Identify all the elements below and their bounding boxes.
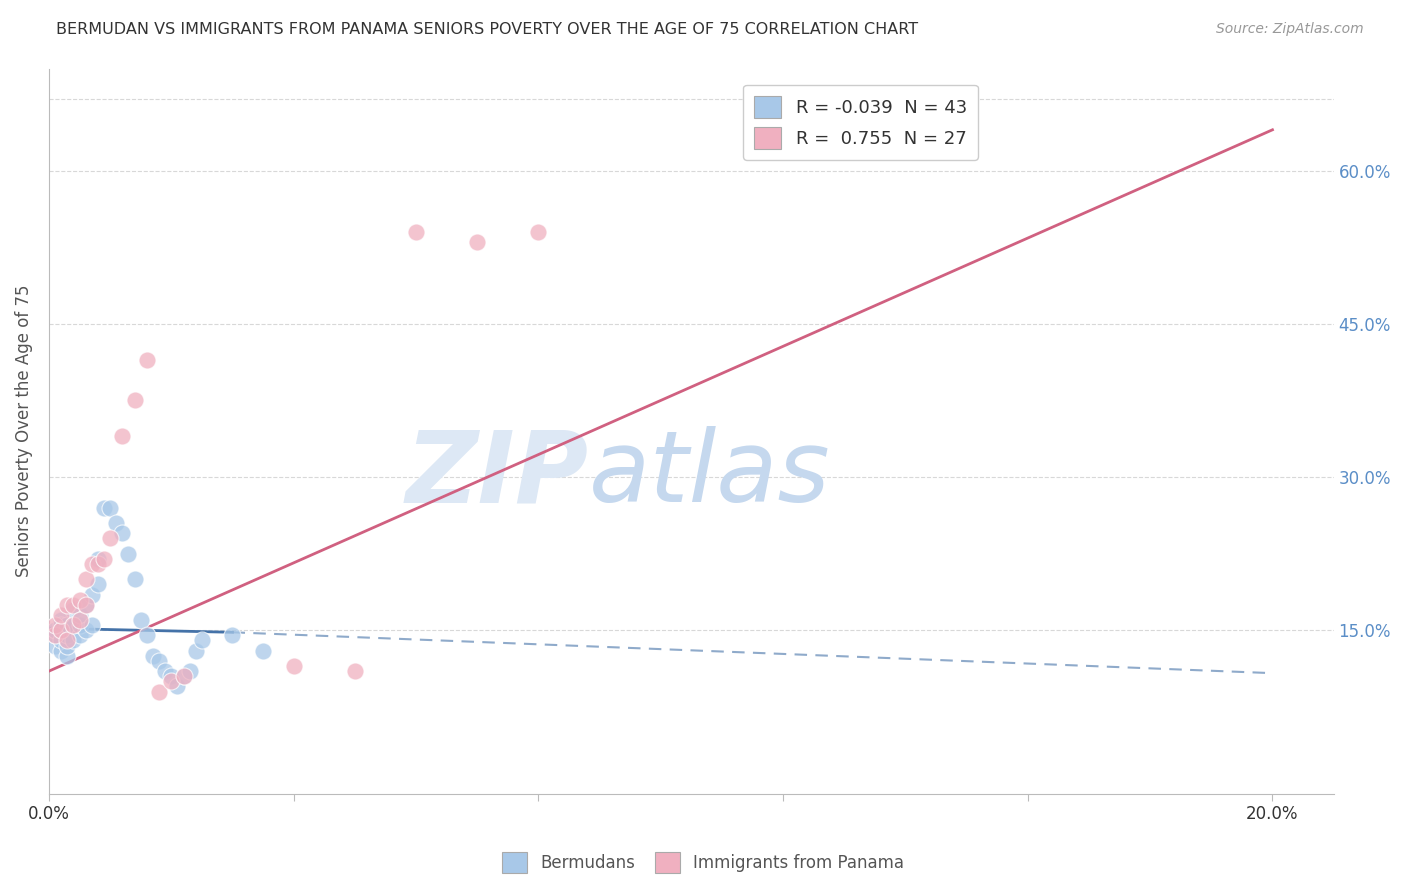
Point [56,618,79,632]
Point [148,654,170,668]
Point [129,613,152,627]
Point [465,235,488,249]
Point [44,628,66,642]
Point [124,393,146,408]
Point [80,618,103,632]
Point [527,225,550,239]
Text: ZIP: ZIP [405,426,589,523]
Point [173,669,195,683]
Point [44,639,66,653]
Point [69,607,91,622]
Legend: Bermudans, Immigrants from Panama: Bermudans, Immigrants from Panama [495,846,911,880]
Point [56,648,79,663]
Point [142,648,165,663]
Point [80,587,103,601]
Point [51,643,73,657]
Point [160,669,183,683]
Point [117,547,139,561]
Point [98,532,121,546]
Point [56,628,79,642]
Point [69,592,91,607]
Point [179,664,201,678]
Point [62,618,84,632]
Point [135,628,157,642]
Point [51,624,73,638]
Point [51,607,73,622]
Point [75,572,97,586]
Point [44,624,66,638]
Point [191,633,214,648]
Point [75,624,97,638]
Point [93,500,115,515]
Point [62,618,84,632]
Point [62,633,84,648]
Point [98,500,121,515]
Point [87,557,110,571]
Point [87,577,110,591]
Point [184,643,207,657]
Text: atlas: atlas [589,426,830,523]
Point [56,598,79,612]
Point [44,618,66,632]
Point [62,603,84,617]
Point [135,352,157,367]
Point [111,526,134,541]
Point [160,674,183,689]
Point [56,639,79,653]
Point [93,551,115,566]
Point [75,598,97,612]
Text: Source: ZipAtlas.com: Source: ZipAtlas.com [1216,22,1364,37]
Text: BERMUDAN VS IMMIGRANTS FROM PANAMA SENIORS POVERTY OVER THE AGE OF 75 CORRELATIO: BERMUDAN VS IMMIGRANTS FROM PANAMA SENIO… [56,22,918,37]
Point [75,598,97,612]
Point [51,618,73,632]
Point [166,680,188,694]
Point [153,664,176,678]
Y-axis label: Seniors Poverty Over the Age of 75: Seniors Poverty Over the Age of 75 [15,285,32,577]
Point [343,664,366,678]
Point [51,633,73,648]
Point [51,613,73,627]
Point [124,572,146,586]
Point [69,618,91,632]
Point [173,669,195,683]
Point [69,613,91,627]
Legend: R = -0.039  N = 43, R =  0.755  N = 27: R = -0.039 N = 43, R = 0.755 N = 27 [744,85,977,160]
Point [221,628,243,642]
Point [105,516,128,530]
Point [252,643,274,657]
Point [283,659,305,673]
Point [69,628,91,642]
Point [44,628,66,642]
Point [405,225,427,239]
Point [56,633,79,648]
Point [111,429,134,443]
Point [87,551,110,566]
Point [148,684,170,698]
Point [62,598,84,612]
Point [51,624,73,638]
Point [80,557,103,571]
